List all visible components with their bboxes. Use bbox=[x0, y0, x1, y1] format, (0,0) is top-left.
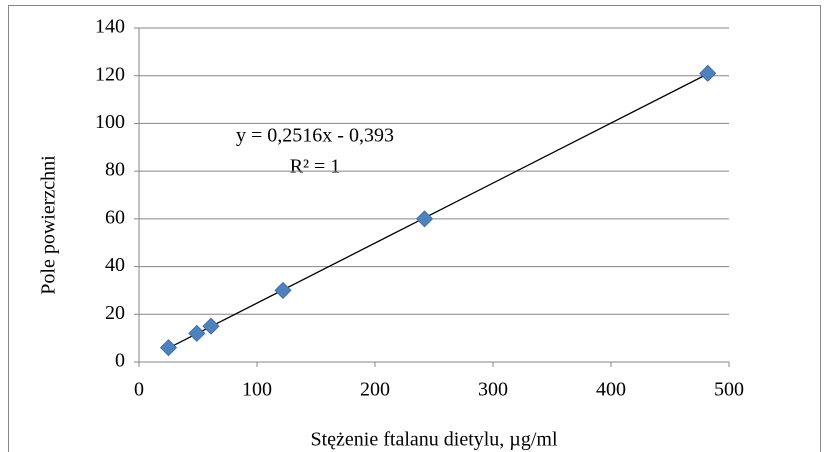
x-tick-label: 100 bbox=[242, 379, 272, 401]
x-axis-label: Stężenie ftalanu dietylu, µg/ml bbox=[310, 429, 557, 451]
x-tick-label: 500 bbox=[714, 379, 744, 401]
y-tick-label: 120 bbox=[95, 63, 125, 85]
x-tick-label: 400 bbox=[596, 379, 626, 401]
equation: y = 0,2516x - 0,393 bbox=[236, 125, 394, 147]
chart-frame bbox=[8, 5, 821, 452]
y-tick-label: 80 bbox=[105, 159, 125, 181]
y-tick-label: 40 bbox=[105, 254, 125, 276]
y-tick-label: 100 bbox=[95, 111, 125, 133]
data-point bbox=[415, 210, 434, 228]
x-tick-label: 300 bbox=[478, 379, 508, 401]
y-tick-label: 140 bbox=[95, 16, 125, 38]
data-point bbox=[159, 339, 178, 357]
x-tick-label: 200 bbox=[360, 379, 390, 401]
x-tick-label: 0 bbox=[134, 379, 144, 401]
r-squared: R² = 1 bbox=[290, 156, 341, 178]
y-tick-label: 60 bbox=[105, 206, 125, 228]
y-tick-label: 20 bbox=[105, 302, 125, 324]
data-point bbox=[699, 64, 717, 82]
y-tick-label: 0 bbox=[115, 350, 125, 372]
y-axis-label: Pole powierzchni bbox=[38, 155, 60, 295]
data-point bbox=[274, 281, 292, 299]
data-point bbox=[202, 317, 220, 335]
data-point bbox=[188, 324, 206, 342]
trendline bbox=[168, 73, 709, 349]
